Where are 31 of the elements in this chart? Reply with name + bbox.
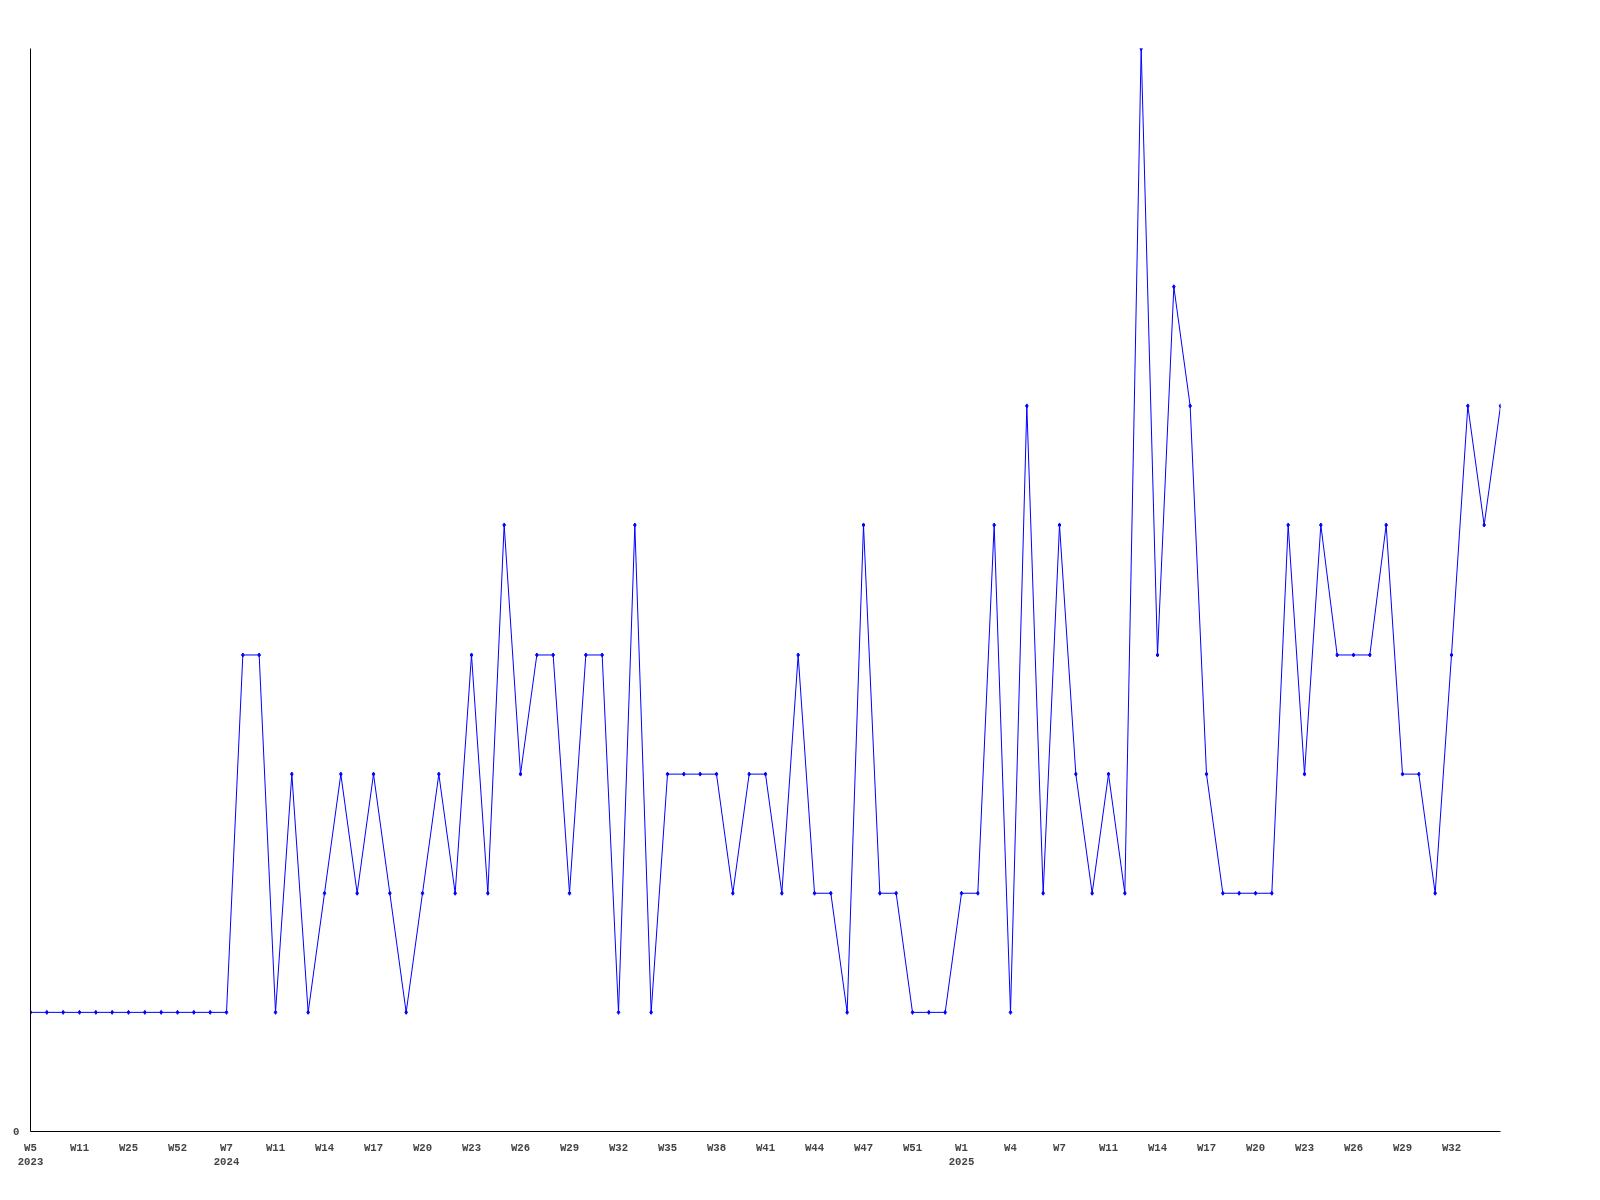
x-tick-label: W1 2025 [948, 1141, 975, 1168]
x-tick-label: W7 2024 [213, 1141, 240, 1168]
x-tick-label: W14 [1147, 1141, 1168, 1154]
x-tick-label: W11 [69, 1141, 90, 1154]
x-tick-label: W25 [118, 1141, 139, 1154]
x-tick-label: W17 [363, 1141, 384, 1154]
x-tick-label: W14 [314, 1141, 335, 1154]
x-tick-label: W4 [1004, 1141, 1018, 1154]
x-tick-label: W23 [461, 1141, 482, 1154]
x-tick-label: W11 [1098, 1141, 1119, 1154]
x-tick-label: W32 [1441, 1141, 1462, 1154]
x-tick-label: W26 [1343, 1141, 1364, 1154]
x-tick-label: W20 [412, 1141, 433, 1154]
x-tick-label: W23 [1294, 1141, 1315, 1154]
x-tick-label: W11 [265, 1141, 286, 1154]
x-tick-label: W51 [902, 1141, 923, 1154]
x-tick-label: W32 [608, 1141, 629, 1154]
x-tick-label: W29 [559, 1141, 580, 1154]
x-tick-label: W20 [1245, 1141, 1266, 1154]
x-tick-label: W29 [1392, 1141, 1413, 1154]
x-tick-label: W35 [657, 1141, 678, 1154]
x-tick-label: W52 [167, 1141, 188, 1154]
x-tick-label: W44 [804, 1141, 825, 1154]
text: 0 [13, 1126, 20, 1138]
x-tick-label: W26 [510, 1141, 531, 1154]
x-tick-label: W17 [1196, 1141, 1217, 1154]
x-tick-label: W5 2023 [17, 1141, 44, 1168]
x-tick-label: W47 [853, 1141, 874, 1154]
x-tick-label: W41 [755, 1141, 776, 1154]
x-tick-label: W7 [1053, 1141, 1066, 1154]
x-tick-label: W38 [706, 1141, 727, 1154]
